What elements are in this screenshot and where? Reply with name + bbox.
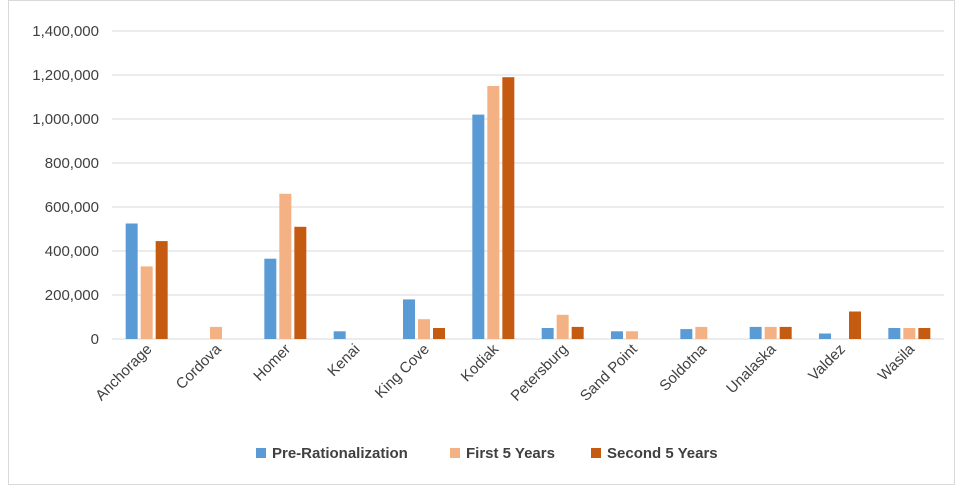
y-tick-label: 200,000 [45,287,99,304]
legend-label: Pre-Rationalization [272,445,408,462]
gridlines [112,30,944,340]
bar-pre-rationalization-wasila [888,328,901,339]
bar-second-5-years-homer [294,226,307,339]
bar-pre-rationalization-kenai [333,331,346,339]
bar-first-5-years-anchorage [140,266,153,339]
legend-swatch [450,448,460,458]
bar-pre-rationalization-petersburg [541,328,554,339]
bar-pre-rationalization-kodiak [472,114,485,339]
legend-swatch [256,448,266,458]
bar-pre-rationalization-valdez [819,333,831,339]
bar-pre-rationalization-soldotna [680,329,693,339]
y-tick-label: 1,200,000 [32,67,99,84]
y-tick-label: 400,000 [45,243,99,260]
bar-pre-rationalization-sand-point [611,331,623,339]
y-tick-label: 0 [91,331,99,348]
bar-first-5-years-sand-point [626,331,638,339]
bars [125,77,931,339]
bar-first-5-years-petersburg [556,314,569,339]
bar-second-5-years-petersburg [571,326,584,339]
legend-swatch [591,448,601,458]
y-tick-label: 800,000 [45,155,99,172]
bar-first-5-years-homer [279,193,292,339]
legend-label: First 5 Years [466,445,555,462]
bar-second-5-years-unalaska [779,326,792,339]
y-axis-tick-labels: 0 200,000 400,000 600,000 800,000 1,000,000 1,… [32,23,99,348]
bar-first-5-years-unalaska [764,326,777,339]
y-tick-label: 600,000 [45,199,99,216]
y-tick-label: 1,400,000 [32,23,99,40]
bar-first-5-years-cordova [210,326,222,339]
bar-first-5-years-soldotna [695,326,708,339]
bar-second-5-years-kodiak [502,77,515,339]
bar-pre-rationalization-king-cove [403,299,415,339]
bar-second-5-years-valdez [849,311,861,339]
y-tick-label: 1,000,000 [32,111,99,128]
bar-pre-rationalization-homer [264,258,277,339]
bar-pre-rationalization-unalaska [749,326,762,339]
bar-second-5-years-king-cove [433,328,445,339]
bar-second-5-years-wasila [918,328,931,339]
legend: Pre-Rationalization First 5 Years Second 5… [256,445,718,462]
bar-first-5-years-king-cove [418,319,430,339]
bar-first-5-years-kodiak [487,86,500,339]
bar-first-5-years-wasila [903,328,916,339]
legend-label: Second 5 Years [607,445,718,462]
bar-pre-rationalization-anchorage [125,223,138,339]
bar-second-5-years-anchorage [155,241,168,339]
